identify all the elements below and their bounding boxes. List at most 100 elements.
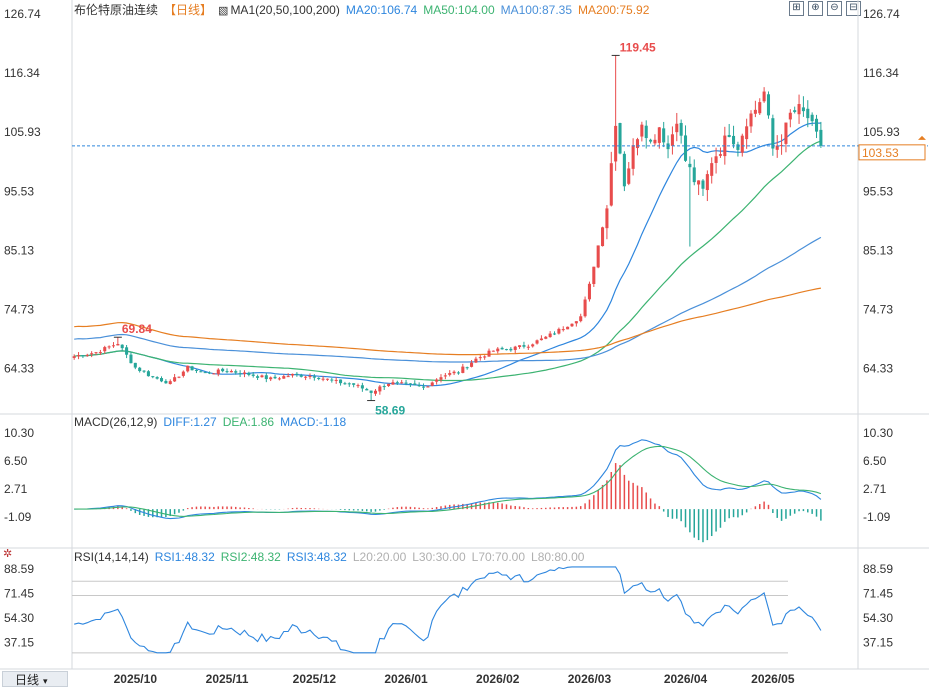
candle	[277, 378, 281, 380]
candle	[614, 125, 618, 162]
price-tick-right: 105.93	[863, 125, 900, 139]
candle	[325, 378, 329, 380]
candle	[190, 366, 194, 371]
rsi-tick-right: 88.59	[863, 562, 893, 576]
rsi-l80: L80:80.00	[531, 550, 585, 564]
candle	[382, 386, 386, 388]
candle	[334, 379, 338, 381]
candle	[347, 383, 351, 385]
candle	[461, 366, 465, 373]
rsi-l20: L20:20.00	[352, 550, 407, 564]
candle	[740, 135, 744, 153]
candle	[583, 299, 587, 317]
price-tick-left: 74.73	[4, 302, 34, 316]
candle	[273, 376, 277, 379]
candle	[81, 355, 85, 357]
candle	[784, 122, 788, 144]
candle	[762, 91, 766, 102]
candle	[321, 378, 325, 380]
candle	[142, 370, 146, 372]
candle	[435, 379, 439, 382]
price-tick-left: 126.74	[4, 7, 41, 21]
period-tag[interactable]: 【日线】	[164, 3, 213, 17]
rsi-tick-right: 37.15	[863, 636, 893, 650]
macd-tick-right: -1.09	[863, 510, 891, 524]
rsi-tick-right: 71.45	[863, 586, 893, 600]
ma-settings-icon[interactable]: ▧	[218, 5, 229, 17]
ma20-line	[74, 122, 821, 387]
candle	[343, 383, 347, 385]
price-tick-left: 95.53	[4, 184, 34, 198]
candle	[609, 163, 613, 206]
candle	[718, 154, 722, 156]
candle	[544, 336, 548, 339]
rsi-tick-left: 88.59	[4, 562, 34, 576]
candle	[491, 350, 495, 352]
collapse-icon[interactable]: ⊟	[846, 1, 861, 16]
macd-tick-left: -1.09	[4, 510, 32, 524]
candle	[496, 348, 500, 352]
price-tick-right: 126.74	[863, 7, 900, 21]
candle	[548, 333, 552, 338]
candle	[369, 390, 373, 393]
macd-hist-value: MACD:-1.18	[280, 415, 347, 429]
price-tick-right: 95.53	[863, 184, 893, 198]
macd-tick-left: 6.50	[4, 454, 28, 468]
candle	[395, 382, 399, 384]
rsi-label: RSI(14,14,14)	[74, 550, 149, 564]
candle	[552, 333, 557, 335]
candle	[622, 153, 626, 187]
price-panel-header: 布伦特原油连续 【日线】 ▧ MA1(20,50,100,200) MA20:106.7…	[74, 3, 655, 18]
candle	[212, 373, 216, 375]
candle	[299, 375, 303, 377]
candle	[107, 346, 111, 348]
ma200-value: MA200:75.92	[578, 3, 650, 17]
candle	[814, 118, 819, 132]
candle	[413, 383, 417, 386]
candle	[443, 375, 447, 377]
zoom-out-icon[interactable]: ⊖	[827, 1, 842, 16]
candle	[312, 376, 316, 378]
candle	[456, 372, 460, 374]
candle	[653, 139, 657, 144]
candle	[216, 369, 220, 375]
candle	[373, 390, 378, 394]
candle	[151, 376, 155, 378]
candle	[539, 338, 543, 341]
candle	[806, 108, 810, 119]
rsi-settings-icon[interactable]: ✲	[3, 548, 13, 560]
candle	[675, 123, 679, 133]
candle	[439, 377, 443, 380]
candle	[404, 382, 408, 384]
candle	[181, 371, 185, 376]
candle	[234, 371, 238, 373]
candle	[352, 383, 356, 385]
candle	[90, 353, 94, 355]
candle	[290, 373, 295, 376]
candle	[793, 110, 797, 112]
candle	[766, 94, 771, 116]
candle	[360, 385, 364, 389]
candle	[596, 245, 600, 268]
crosshair-icon[interactable]: ⊞	[789, 1, 804, 16]
candle	[732, 135, 736, 145]
ma100-value: MA100:87.35	[500, 3, 573, 17]
rsi-panel-header: RSI(14,14,14) RSI1:48.32 RSI2:48.32 RSI3:48…	[74, 550, 590, 564]
candle	[657, 127, 661, 143]
candle	[111, 345, 116, 347]
candle	[618, 123, 622, 154]
candle	[221, 368, 225, 372]
candle	[579, 316, 583, 322]
candle	[452, 371, 456, 374]
candle	[286, 376, 290, 378]
price-tick-left: 85.13	[4, 243, 34, 257]
period-selector-button[interactable]: 日线 ▾	[2, 671, 68, 687]
zoom-in-icon[interactable]: ⊕	[808, 1, 823, 16]
candle	[531, 344, 535, 347]
candle	[330, 379, 334, 381]
candle	[692, 167, 696, 183]
rsi-tick-right: 54.30	[863, 611, 893, 625]
candle	[522, 345, 526, 347]
rsi-l70: L70:70.00	[471, 550, 526, 564]
